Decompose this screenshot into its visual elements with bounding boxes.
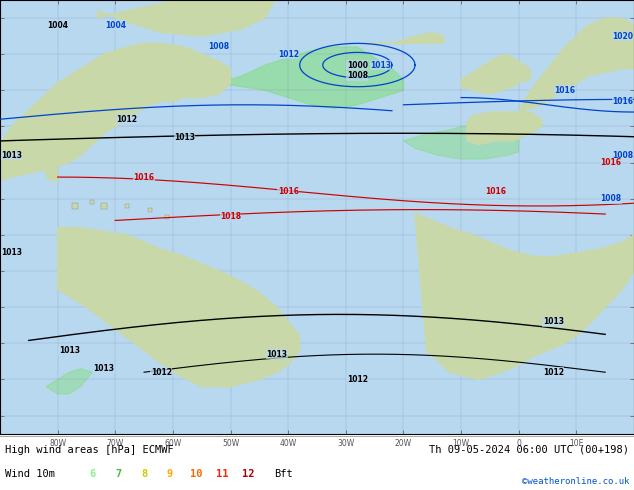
Text: 1004: 1004 xyxy=(105,21,126,30)
Text: 1013: 1013 xyxy=(1,248,22,257)
Text: 1013: 1013 xyxy=(370,61,391,70)
Text: 1013: 1013 xyxy=(543,317,564,326)
Text: 1018: 1018 xyxy=(220,212,241,221)
Text: 1016: 1016 xyxy=(134,172,155,182)
Text: 1013: 1013 xyxy=(59,346,80,355)
Polygon shape xyxy=(415,213,634,379)
Text: 7: 7 xyxy=(115,469,121,479)
Text: 1013: 1013 xyxy=(266,350,287,359)
Polygon shape xyxy=(46,368,92,394)
Text: 8: 8 xyxy=(141,469,147,479)
Text: 1008: 1008 xyxy=(347,72,368,80)
Text: 1012: 1012 xyxy=(151,368,172,377)
Text: 1016: 1016 xyxy=(612,97,633,106)
Text: 1004: 1004 xyxy=(47,21,68,30)
Polygon shape xyxy=(403,126,519,159)
Text: 1013: 1013 xyxy=(174,133,195,142)
Text: 1012: 1012 xyxy=(543,368,564,377)
Text: Wind 10m: Wind 10m xyxy=(5,469,55,479)
Text: ©weatheronline.co.uk: ©weatheronline.co.uk xyxy=(522,477,629,487)
Text: 12: 12 xyxy=(242,469,254,479)
Polygon shape xyxy=(461,54,530,94)
Text: 6: 6 xyxy=(89,469,95,479)
Text: 1016: 1016 xyxy=(600,158,621,167)
Text: 1016: 1016 xyxy=(485,187,506,196)
Text: 1012: 1012 xyxy=(116,115,138,124)
Polygon shape xyxy=(519,18,634,112)
Text: 1013: 1013 xyxy=(1,151,22,160)
Polygon shape xyxy=(219,47,403,108)
Text: 1013: 1013 xyxy=(93,364,114,373)
Polygon shape xyxy=(46,166,58,181)
Polygon shape xyxy=(467,112,542,145)
Polygon shape xyxy=(58,228,300,387)
Text: High wind areas [hPa] ECMWF: High wind areas [hPa] ECMWF xyxy=(5,445,174,455)
Text: 1008: 1008 xyxy=(600,194,621,203)
Text: Bft: Bft xyxy=(274,469,293,479)
Polygon shape xyxy=(98,0,276,36)
Polygon shape xyxy=(0,44,231,181)
Text: 11: 11 xyxy=(216,469,228,479)
Text: 1000: 1000 xyxy=(347,61,368,70)
Text: 1016: 1016 xyxy=(554,86,575,95)
Polygon shape xyxy=(369,32,444,44)
Text: 9: 9 xyxy=(167,469,173,479)
Text: 10: 10 xyxy=(190,469,202,479)
Text: 1016: 1016 xyxy=(278,187,299,196)
Text: 1020: 1020 xyxy=(612,32,633,41)
Text: 1008: 1008 xyxy=(209,43,230,51)
Text: 1008: 1008 xyxy=(612,151,633,160)
Text: Th 09-05-2024 06:00 UTC (00+198): Th 09-05-2024 06:00 UTC (00+198) xyxy=(429,445,629,455)
Text: 1012: 1012 xyxy=(347,375,368,384)
Text: 1012: 1012 xyxy=(278,49,299,59)
